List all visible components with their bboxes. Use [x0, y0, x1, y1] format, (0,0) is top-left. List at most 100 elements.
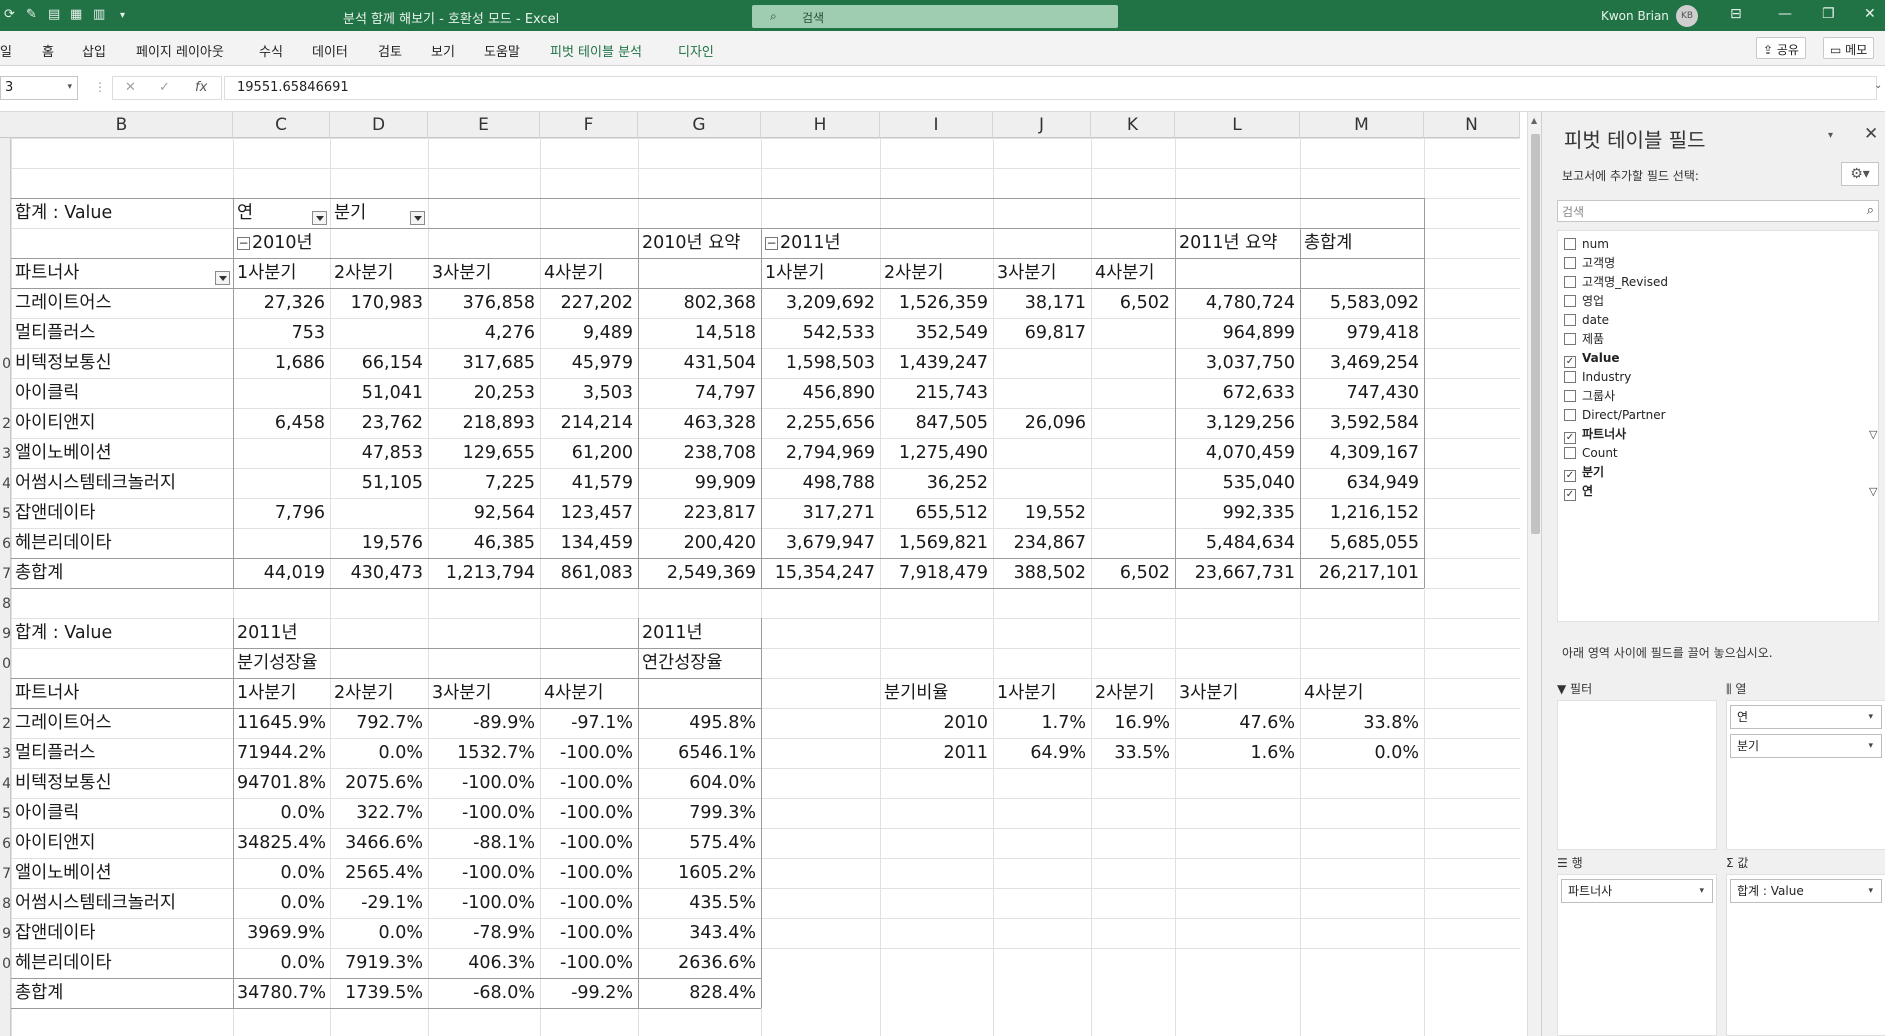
minimize-icon[interactable]: — [1778, 6, 1792, 22]
values-item-sum[interactable]: 합계 : Value ▾ [1730, 879, 1882, 903]
value-cell[interactable]: 3,679,947 [785, 533, 875, 553]
field-item[interactable]: 그룹사 [1564, 387, 1615, 406]
layout-icon[interactable]: ▦ [70, 7, 83, 22]
autosave-icon[interactable]: ⟳ [4, 7, 15, 22]
value-cell[interactable]: 19,576 [361, 533, 423, 553]
value-cell[interactable] [997, 378, 1086, 408]
value-cell[interactable]: 1,216,152 [1329, 503, 1419, 523]
share-button[interactable]: ⇪ 공유 [1756, 37, 1806, 59]
quarter-header[interactable]: 4사분기 [1095, 263, 1155, 283]
value-cell[interactable] [237, 378, 325, 408]
value-cell[interactable]: 1,686 [274, 353, 325, 373]
field-item[interactable]: 고객명_Revised [1564, 273, 1668, 292]
row-field-partner[interactable]: 파트너사 [15, 683, 80, 703]
growth-cell[interactable]: 6546.1% [678, 743, 756, 763]
field-checkbox[interactable]: ✓ [1564, 470, 1576, 482]
value-cell[interactable]: 7,225 [484, 473, 535, 493]
row-header[interactable]: 3 [2, 746, 11, 762]
growth-cell[interactable]: 2565.4% [345, 863, 423, 883]
pivot2-year-annual[interactable]: 2011년 [642, 623, 703, 643]
value-cell[interactable] [1095, 408, 1170, 438]
quarter-header[interactable]: 2사분기 [334, 263, 394, 283]
row-label[interactable]: 멀티플러스 [15, 323, 96, 343]
value-cell[interactable]: 4,309,167 [1329, 443, 1419, 463]
value-cell[interactable]: 45,979 [571, 353, 633, 373]
value-cell[interactable]: 1,275,490 [898, 443, 988, 463]
partner-filter-button[interactable] [215, 271, 230, 285]
field-item[interactable]: ✓ 분기 [1564, 463, 1604, 482]
value-cell[interactable]: 4,276 [484, 323, 535, 343]
expand-formula-icon[interactable]: ⌄ [1874, 80, 1883, 91]
value-cell[interactable]: 4,780,724 [1205, 293, 1295, 313]
growth-cell[interactable]: 2075.6% [345, 773, 423, 793]
value-cell[interactable]: 69,817 [1024, 323, 1086, 343]
rows-area-box[interactable]: 파트너사 ▾ [1557, 874, 1717, 1036]
value-cell[interactable]: 634,949 [1346, 473, 1419, 493]
value-cell[interactable]: 227,202 [560, 293, 633, 313]
tab-insert[interactable]: 삽입 [82, 45, 106, 60]
value-cell[interactable]: 19,552 [1024, 503, 1086, 523]
quarter-header[interactable]: 2사분기 [884, 263, 944, 283]
tab-home[interactable]: 홈 [42, 45, 54, 60]
ratio-label[interactable]: 분기비율 [884, 683, 949, 703]
ratio-cell[interactable]: 33.5% [1114, 743, 1170, 763]
ratio-quarter-header[interactable]: 2사분기 [1095, 683, 1155, 703]
growth-cell[interactable]: 792.7% [356, 713, 423, 733]
row-label[interactable]: 앨이노베이션 [15, 863, 112, 883]
value-cell[interactable]: 431,504 [683, 353, 756, 373]
growth-cell[interactable]: 1739.5% [345, 983, 423, 1003]
value-cell[interactable]: 1,526,359 [898, 293, 988, 313]
growth-cell[interactable]: -78.9% [473, 923, 535, 943]
value-cell[interactable] [1095, 378, 1170, 408]
col-field-year[interactable]: 연 [237, 203, 254, 223]
value-cell[interactable]: 7,796 [274, 503, 325, 523]
value-cell[interactable]: 99,909 [694, 473, 756, 493]
value-cell[interactable]: 655,512 [915, 503, 988, 523]
value-cell[interactable]: 26,096 [1024, 413, 1086, 433]
columns-item-quarter[interactable]: 분기 ▾ [1730, 734, 1882, 758]
value-cell[interactable]: 74,797 [694, 383, 756, 403]
value-cell[interactable]: 15,354,247 [774, 563, 875, 583]
field-checkbox[interactable]: ✓ [1564, 356, 1576, 368]
columns-area-box[interactable]: 연 ▾ 분기 ▾ [1726, 700, 1885, 850]
ratio-quarter-header[interactable]: 3사분기 [1179, 683, 1239, 703]
tab-design[interactable]: 디자인 [678, 45, 714, 60]
row-header[interactable]: 2 [2, 416, 11, 432]
collapse-icon[interactable]: − [765, 236, 778, 250]
growth-cell[interactable]: -100.0% [559, 803, 633, 823]
values-area-box[interactable]: 합계 : Value ▾ [1726, 874, 1885, 1036]
growth-cell[interactable]: 0.0% [280, 893, 325, 913]
row-header[interactable]: 5 [2, 506, 11, 522]
restore-icon[interactable]: ❐ [1822, 6, 1835, 22]
growth-cell[interactable]: -100.0% [461, 863, 535, 883]
growth-cell[interactable]: 495.8% [689, 713, 756, 733]
value-cell[interactable]: 170,983 [350, 293, 423, 313]
field-checkbox[interactable] [1564, 257, 1576, 269]
value-cell[interactable]: 979,418 [1346, 323, 1419, 343]
value-cell[interactable] [1095, 348, 1170, 378]
value-cell[interactable]: 3,129,256 [1205, 413, 1295, 433]
value-cell[interactable]: 456,890 [802, 383, 875, 403]
row-label[interactable]: 헤븐리데이타 [15, 953, 112, 973]
formula-bar-grip-icon[interactable]: ⋮ [94, 80, 106, 94]
row-label[interactable]: 아이티앤지 [15, 833, 96, 853]
column-header[interactable]: H [761, 112, 880, 138]
growth-cell[interactable]: 7919.3% [345, 953, 423, 973]
value-cell[interactable]: 51,105 [361, 473, 423, 493]
row-label[interactable]: 그레이트어스 [15, 293, 112, 313]
value-cell[interactable]: 61,200 [571, 443, 633, 463]
column-header[interactable]: N [1424, 112, 1520, 138]
value-cell[interactable]: 861,083 [560, 563, 633, 583]
field-item[interactable]: date [1564, 311, 1609, 330]
row-label[interactable]: 총합계 [15, 983, 64, 1003]
growth-cell[interactable]: -68.0% [473, 983, 535, 1003]
field-checkbox[interactable] [1564, 390, 1576, 402]
field-item[interactable]: num [1564, 235, 1609, 254]
row-header[interactable]: 9 [2, 926, 11, 942]
growth-cell[interactable]: 343.4% [689, 923, 756, 943]
value-cell[interactable]: 238,708 [683, 443, 756, 463]
growth-cell[interactable]: 3466.6% [345, 833, 423, 853]
ratio-cell[interactable]: 0.0% [1374, 743, 1419, 763]
growth-cell[interactable]: 0.0% [280, 953, 325, 973]
value-cell[interactable] [237, 468, 325, 498]
